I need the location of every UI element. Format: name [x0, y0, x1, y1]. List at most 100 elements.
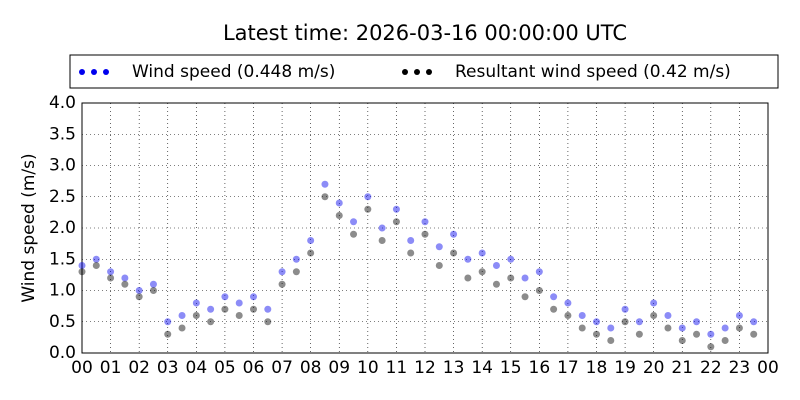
- x-tick-label: 07: [271, 358, 293, 378]
- point: [107, 268, 115, 276]
- point: [578, 312, 586, 319]
- point: [550, 305, 558, 313]
- x-tick-label: 13: [443, 358, 465, 378]
- point: [221, 305, 229, 313]
- legend-marker: [91, 69, 97, 75]
- x-tick-label: 01: [100, 358, 122, 378]
- point: [707, 330, 715, 338]
- x-tick-label: 16: [529, 358, 551, 378]
- point: [635, 330, 643, 338]
- legend-marker: [414, 69, 420, 75]
- point: [92, 262, 100, 269]
- point: [721, 324, 729, 332]
- y-tick-label: 0.5: [49, 312, 76, 332]
- point: [135, 287, 143, 294]
- point: [392, 205, 400, 213]
- point: [178, 312, 186, 319]
- point: [407, 249, 415, 257]
- point: [650, 299, 658, 307]
- point: [478, 268, 486, 276]
- point: [307, 237, 315, 244]
- point: [464, 274, 472, 282]
- legend-label: Wind speed (0.448 m/s): [132, 62, 335, 82]
- point: [378, 237, 386, 244]
- point: [250, 305, 257, 313]
- point: [392, 218, 400, 226]
- point: [535, 287, 543, 294]
- legend-label: Resultant wind speed (0.42 m/s): [455, 62, 731, 82]
- y-tick-label: 3.0: [49, 156, 76, 176]
- point: [521, 274, 529, 282]
- x-tick-label: 20: [643, 358, 665, 378]
- point: [421, 218, 429, 226]
- x-tick-label: 02: [128, 358, 150, 378]
- point: [721, 337, 729, 344]
- point: [478, 249, 486, 257]
- x-tick-label: 06: [243, 358, 265, 378]
- x-tick-label: 05: [214, 358, 236, 378]
- point: [207, 305, 215, 313]
- legend-marker: [103, 69, 109, 75]
- point: [507, 255, 515, 263]
- y-tick-label: 1.5: [49, 249, 76, 269]
- point: [435, 243, 443, 251]
- point: [564, 299, 572, 307]
- point: [492, 262, 500, 269]
- point: [292, 255, 300, 263]
- x-tick-label: 19: [614, 358, 636, 378]
- point: [278, 280, 286, 288]
- legend-marker: [402, 69, 408, 75]
- x-tick-label: 10: [357, 358, 379, 378]
- point: [250, 293, 257, 301]
- point: [335, 199, 343, 207]
- point: [664, 312, 672, 319]
- point: [650, 312, 658, 319]
- point: [221, 293, 229, 301]
- point: [678, 324, 686, 332]
- point: [207, 318, 215, 326]
- x-tick-label: 23: [729, 358, 751, 378]
- point: [378, 224, 386, 232]
- point: [535, 268, 543, 276]
- point: [593, 318, 600, 326]
- point: [235, 312, 243, 319]
- point: [407, 237, 415, 244]
- point: [149, 280, 157, 288]
- point: [192, 312, 200, 319]
- point: [264, 318, 272, 326]
- point: [750, 330, 758, 338]
- x-tick-label: 04: [186, 358, 208, 378]
- y-tick-label: 3.5: [49, 124, 76, 144]
- x-tick-label: 09: [328, 358, 350, 378]
- point: [507, 274, 515, 282]
- point: [707, 343, 715, 351]
- point: [664, 324, 672, 332]
- point: [121, 274, 129, 282]
- chart-title: Latest time: 2026-03-16 00:00:00 UTC: [223, 21, 627, 45]
- point: [450, 249, 458, 257]
- point: [607, 324, 615, 332]
- point: [107, 274, 115, 282]
- point: [321, 180, 329, 188]
- point: [78, 262, 86, 269]
- point: [321, 193, 329, 201]
- point: [578, 324, 586, 332]
- x-tick-label: 18: [586, 358, 608, 378]
- legend-marker: [426, 69, 432, 75]
- point: [593, 330, 600, 338]
- point: [192, 299, 200, 307]
- point: [450, 230, 458, 238]
- point: [621, 318, 629, 326]
- x-tick-label: 21: [671, 358, 693, 378]
- x-tick-label: 12: [414, 358, 436, 378]
- point: [335, 212, 343, 219]
- x-tick-label: 14: [471, 358, 493, 378]
- point: [735, 312, 743, 319]
- point: [621, 305, 629, 313]
- y-tick-label: 4.0: [49, 93, 76, 113]
- point: [121, 280, 129, 288]
- point: [521, 293, 529, 301]
- x-tick-label: 03: [157, 358, 179, 378]
